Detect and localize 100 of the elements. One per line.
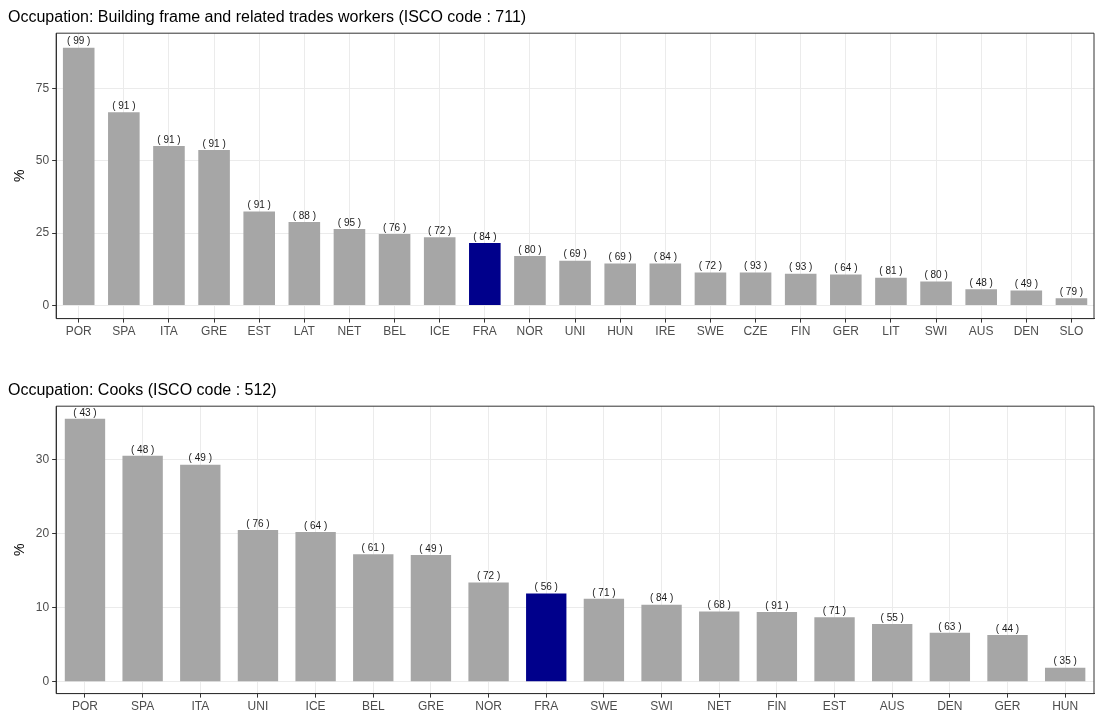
- x-tick-label: GRE: [417, 699, 444, 714]
- annotation: ( 79 ): [1059, 286, 1084, 298]
- x-tick-label: SPA: [131, 699, 155, 714]
- annotation: ( 88 ): [292, 209, 316, 221]
- annotation: ( 49 ): [1014, 278, 1038, 290]
- x-tick-label: DEN: [1013, 324, 1039, 339]
- bar: [875, 277, 907, 306]
- x-tick-label: GER: [994, 699, 1021, 714]
- x-tick-label: FIN: [791, 324, 811, 339]
- x-tick-label: SPA: [112, 324, 136, 339]
- x-tick-label: FRA: [472, 324, 497, 339]
- bar: [62, 47, 95, 306]
- y-tick-label: 0: [42, 297, 50, 312]
- annotation: ( 68 ): [707, 599, 731, 611]
- bar: [353, 554, 394, 682]
- annotation: ( 72 ): [698, 260, 723, 272]
- annotation: ( 44 ): [995, 622, 1020, 634]
- x-tick-label: AUS: [968, 324, 994, 339]
- annotation: ( 95 ): [337, 216, 362, 228]
- bar: [604, 263, 636, 306]
- bar: [756, 612, 798, 682]
- x-tick-label: ITA: [160, 324, 178, 339]
- bar: [699, 611, 740, 682]
- annotation: ( 84 ): [473, 230, 497, 242]
- x-tick-label: NET: [707, 699, 732, 714]
- x-tick-label: FRA: [534, 699, 559, 714]
- annotation: ( 49 ): [188, 452, 212, 464]
- annotation: ( 56 ): [534, 581, 558, 593]
- bar: [649, 263, 682, 306]
- annotation: ( 91 ): [765, 599, 789, 611]
- y-tick-label: 50: [35, 153, 50, 167]
- bar: [378, 233, 411, 306]
- x-tick-label: CZE: [743, 324, 768, 339]
- bar: [694, 272, 727, 306]
- bar: [108, 112, 140, 306]
- x-tick-label: DEN: [937, 699, 963, 714]
- annotation: ( 35 ): [1053, 655, 1077, 667]
- y-tick-label: 0: [42, 674, 50, 689]
- annotation: ( 91 ): [247, 199, 271, 211]
- bar: [920, 281, 952, 306]
- bar: [333, 229, 366, 306]
- y-axis-title: %: [11, 543, 28, 557]
- y-axis-title: %: [11, 169, 28, 183]
- x-tick-label: NOR: [516, 324, 544, 339]
- x-tick-label: BEL: [383, 324, 407, 339]
- annotation: ( 43 ): [73, 406, 97, 418]
- annotation: ( 80 ): [518, 243, 542, 255]
- bar: [198, 149, 230, 306]
- x-tick-label: SWI: [650, 699, 673, 714]
- x-tick-label: HUN: [607, 324, 634, 339]
- x-tick-label: SWE: [696, 324, 725, 339]
- annotation: ( 64 ): [834, 262, 858, 274]
- bar: [468, 582, 509, 682]
- x-tick-label: ICE: [429, 324, 450, 339]
- bar: [965, 289, 997, 306]
- annotation: ( 69 ): [608, 251, 632, 263]
- annotation: ( 91 ): [112, 100, 136, 112]
- bar: [423, 237, 456, 306]
- annotation: ( 99 ): [67, 35, 91, 47]
- x-tick-label: HUN: [1052, 699, 1079, 714]
- annotation: ( 55 ): [880, 611, 904, 623]
- annotation: ( 93 ): [789, 261, 813, 273]
- bar: [237, 529, 279, 682]
- bar: [830, 274, 862, 306]
- annotation: ( 61 ): [361, 542, 385, 554]
- annotation: ( 48 ): [130, 443, 155, 455]
- x-tick-label: SWI: [924, 324, 948, 339]
- x-tick-label: AUS: [879, 699, 905, 714]
- bar: [1010, 290, 1043, 306]
- annotation: ( 80 ): [924, 269, 948, 281]
- x-tick-label: POR: [65, 324, 93, 339]
- bar: [122, 455, 163, 682]
- bar: [153, 145, 185, 306]
- annotation: ( 91 ): [202, 137, 226, 149]
- bar: [784, 273, 817, 306]
- x-tick-label: EST: [822, 699, 847, 714]
- x-tick-label: FIN: [767, 699, 787, 714]
- annotation: ( 49 ): [419, 542, 443, 554]
- annotation: ( 71 ): [822, 605, 847, 617]
- x-tick-label: IRE: [655, 324, 676, 339]
- x-tick-label: BEL: [361, 699, 385, 714]
- annotation: ( 93 ): [743, 260, 768, 272]
- x-tick-label: POR: [71, 699, 99, 714]
- y-tick-label: 75: [35, 80, 50, 95]
- bar: [641, 604, 682, 682]
- bar: [288, 222, 321, 306]
- x-tick-label: NET: [337, 324, 363, 339]
- x-tick-label: ICE: [305, 699, 326, 714]
- x-tick-label: LIT: [882, 324, 901, 339]
- x-tick-label: GRE: [201, 324, 228, 339]
- y-tick-label: 25: [35, 225, 50, 240]
- bar: [295, 532, 336, 682]
- bar: [739, 272, 772, 306]
- annotation: ( 64 ): [303, 519, 328, 531]
- annotation: ( 81 ): [879, 265, 903, 277]
- bar: [814, 617, 855, 682]
- bar: [1044, 667, 1086, 682]
- bar: [872, 623, 913, 682]
- annotation: ( 91 ): [157, 133, 181, 145]
- bar: [514, 256, 546, 306]
